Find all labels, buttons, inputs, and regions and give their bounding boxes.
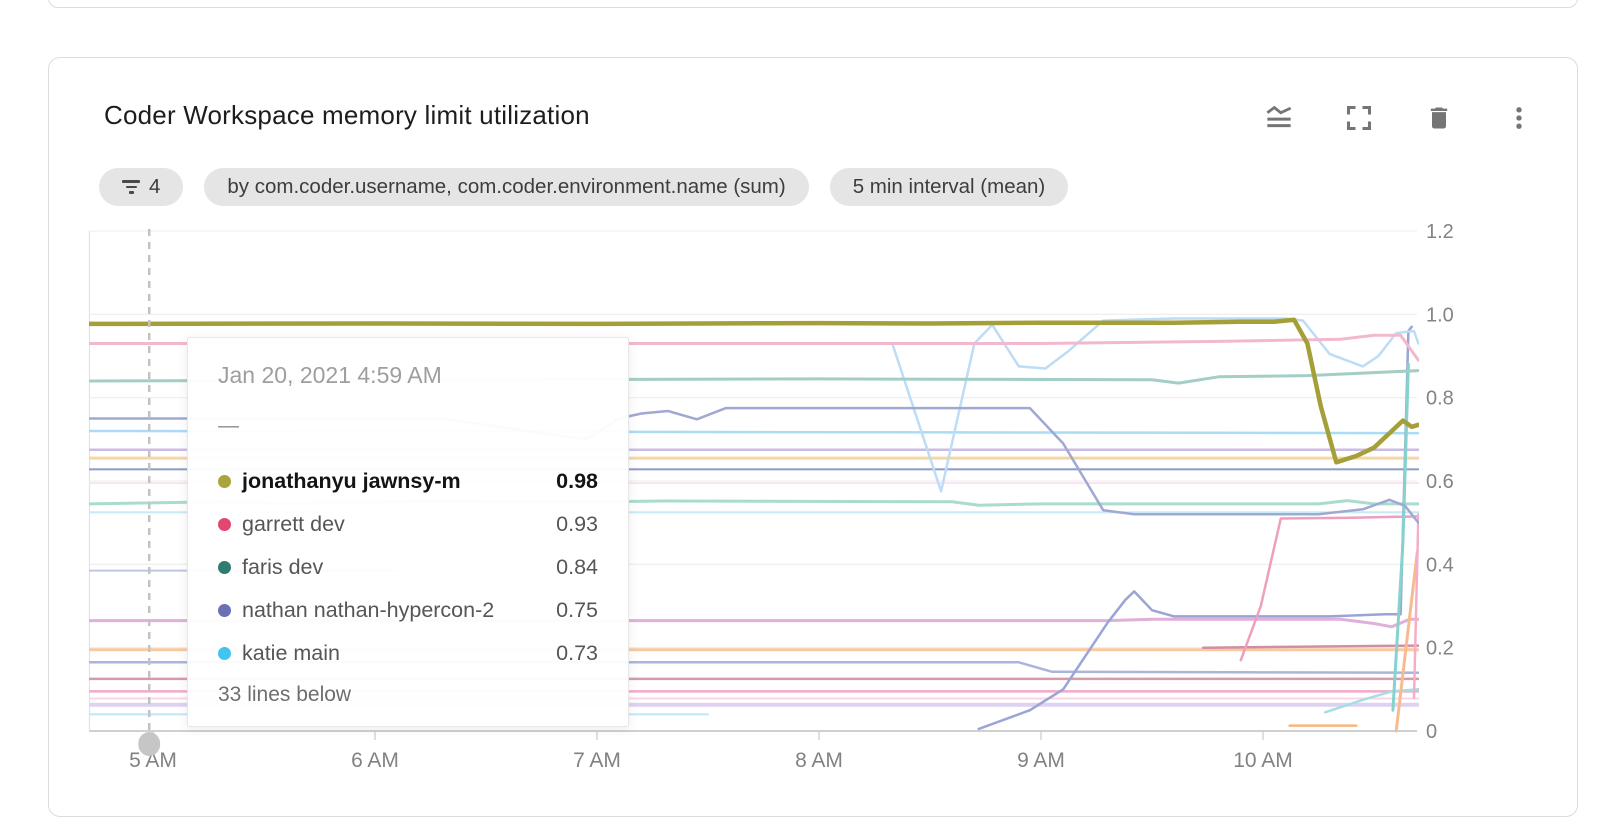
x-tick-label: 6 AM bbox=[351, 749, 399, 772]
chart-title: Coder Workspace memory limit utilization bbox=[104, 100, 590, 130]
group-by-chip[interactable]: by com.coder.username, com.coder.environ… bbox=[204, 168, 809, 206]
tooltip-row: faris dev 0.84 bbox=[218, 546, 598, 589]
y-tick-label: 0.4 bbox=[1426, 554, 1454, 576]
series-line-jonathanyu-jawnsy-m[interactable] bbox=[89, 317, 1419, 465]
crosshair-drag-handle[interactable] bbox=[138, 732, 161, 756]
y-tick-label: 1.0 bbox=[1426, 304, 1454, 326]
series-color-dot bbox=[218, 604, 231, 617]
x-tick-label: 7 AM bbox=[573, 749, 621, 772]
series-line-unlabeled-7[interactable] bbox=[89, 617, 1419, 629]
series-color-dot bbox=[218, 647, 231, 660]
series-label: faris dev bbox=[242, 555, 324, 579]
series-value: 0.75 bbox=[556, 598, 598, 622]
tooltip-row: nathan nathan-hypercon-2 0.75 bbox=[218, 589, 598, 632]
tooltip-row: garrett dev 0.93 bbox=[218, 503, 598, 546]
series-line-unlabeled-23[interactable] bbox=[1412, 513, 1419, 699]
series-color-dot bbox=[218, 475, 231, 488]
series-value: 0.73 bbox=[556, 641, 598, 665]
series-value: 0.93 bbox=[556, 512, 598, 536]
series-line-unlabeled-20[interactable] bbox=[1239, 515, 1419, 662]
series-color-dot bbox=[218, 561, 231, 574]
delete-icon[interactable] bbox=[1425, 104, 1453, 132]
y-tick-label: 0.8 bbox=[1426, 388, 1454, 410]
series-line-unlabeled-24[interactable] bbox=[862, 317, 1419, 493]
filter-icon bbox=[122, 180, 140, 194]
interval-chip[interactable]: 5 min interval (mean) bbox=[829, 168, 1069, 206]
series-label: garrett dev bbox=[242, 512, 345, 536]
series-line-unlabeled-16[interactable] bbox=[1201, 644, 1419, 649]
query-chip-row: 4 by com.coder.username, com.coder.envir… bbox=[99, 168, 1069, 206]
series-line-garrett-dev[interactable] bbox=[89, 333, 1419, 362]
series-label: nathan nathan-hypercon-2 bbox=[242, 598, 495, 622]
tooltip-separator: — bbox=[218, 414, 239, 437]
series-line-unlabeled-18[interactable] bbox=[1323, 688, 1419, 714]
tooltip-row: katie main 0.73 bbox=[218, 632, 598, 675]
fullscreen-icon[interactable] bbox=[1345, 104, 1373, 132]
filter-count-chip[interactable]: 4 bbox=[99, 168, 184, 206]
series-color-dot bbox=[218, 518, 231, 531]
group-by-label: by com.coder.username, com.coder.environ… bbox=[227, 175, 786, 198]
card-toolbar bbox=[1265, 104, 1533, 132]
series-label: jonathanyu jawnsy-m bbox=[242, 469, 461, 493]
tooltip-timestamp: Jan 20, 2021 4:59 AM bbox=[218, 362, 442, 388]
series-value: 0.84 bbox=[556, 555, 598, 579]
more-options-icon[interactable] bbox=[1505, 104, 1533, 132]
x-tick-label: 9 AM bbox=[1017, 749, 1065, 772]
tooltip-row: jonathanyu jawnsy-m 0.98 bbox=[218, 460, 598, 503]
series-line-unlabeled-22[interactable] bbox=[1394, 550, 1419, 733]
filter-count: 4 bbox=[149, 175, 161, 198]
y-tick-label: 1.2 bbox=[1426, 221, 1454, 243]
chart-card: Coder Workspace memory limit utilization… bbox=[48, 57, 1578, 817]
y-tick-label: 0.2 bbox=[1426, 638, 1454, 660]
y-tick-label: 0.6 bbox=[1426, 471, 1454, 493]
y-tick-label: 0 bbox=[1426, 721, 1437, 743]
series-label: katie main bbox=[242, 641, 340, 665]
adjacent-card-edge bbox=[48, 0, 1578, 8]
tooltip-series-list: jonathanyu jawnsy-m 0.98 garrett dev 0.93 fa… bbox=[218, 460, 598, 675]
x-tick-label: 8 AM bbox=[795, 749, 843, 772]
x-tick-label: 5 AM bbox=[129, 749, 177, 772]
x-tick-label: 10 AM bbox=[1233, 749, 1293, 772]
series-value: 0.98 bbox=[556, 469, 598, 493]
tooltip-overflow-note: 33 lines below bbox=[218, 683, 352, 706]
chart-type-icon[interactable] bbox=[1265, 104, 1293, 132]
chart-tooltip: Jan 20, 2021 4:59 AM — jonathanyu jawnsy… bbox=[187, 337, 629, 727]
interval-label: 5 min interval (mean) bbox=[852, 175, 1046, 198]
series-line-unlabeled-19[interactable] bbox=[977, 325, 1413, 731]
